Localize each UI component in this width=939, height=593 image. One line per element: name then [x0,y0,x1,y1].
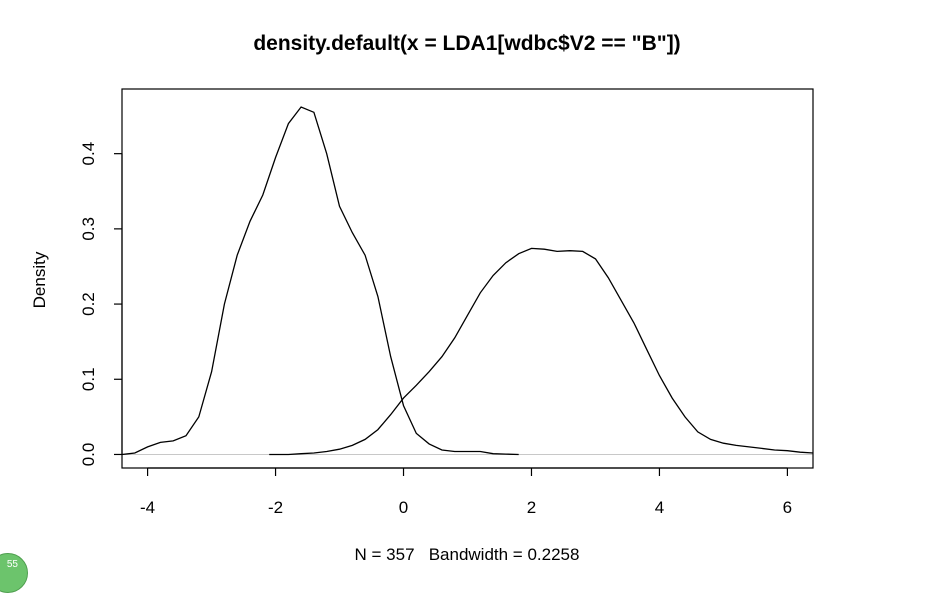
x-tick-label: 6 [783,498,792,517]
y-tick-label: 0.2 [79,292,98,316]
x-tick-label: 2 [527,498,536,517]
density-plot: density.default(x = LDA1[wdbc$V2 == "B"]… [30,32,814,564]
y-axis-label: Density [30,251,49,308]
y-tick-label: 0.1 [79,367,98,391]
x-tick-label: 4 [655,498,664,517]
y-tick-label: 0.3 [79,217,98,241]
x-tick-label: 0 [399,498,408,517]
y-axis: 0.0 0.1 0.2 0.3 0.4 [79,142,123,467]
y-tick-label: 0.0 [79,443,98,467]
x-axis: -4 -2 0 2 4 6 [140,467,792,517]
density-curves [121,106,814,456]
chart-title: density.default(x = LDA1[wdbc$V2 == "B"]… [253,32,680,55]
x-tick-label: -2 [268,498,283,517]
plot-frame [121,88,814,469]
x-tick-label: -4 [140,498,155,517]
y-tick-label: 0.4 [79,142,98,166]
x-axis-label: N = 357 Bandwidth = 0.2258 [355,545,580,564]
density-curve-1 [121,106,519,456]
density-curve-2 [269,247,814,456]
